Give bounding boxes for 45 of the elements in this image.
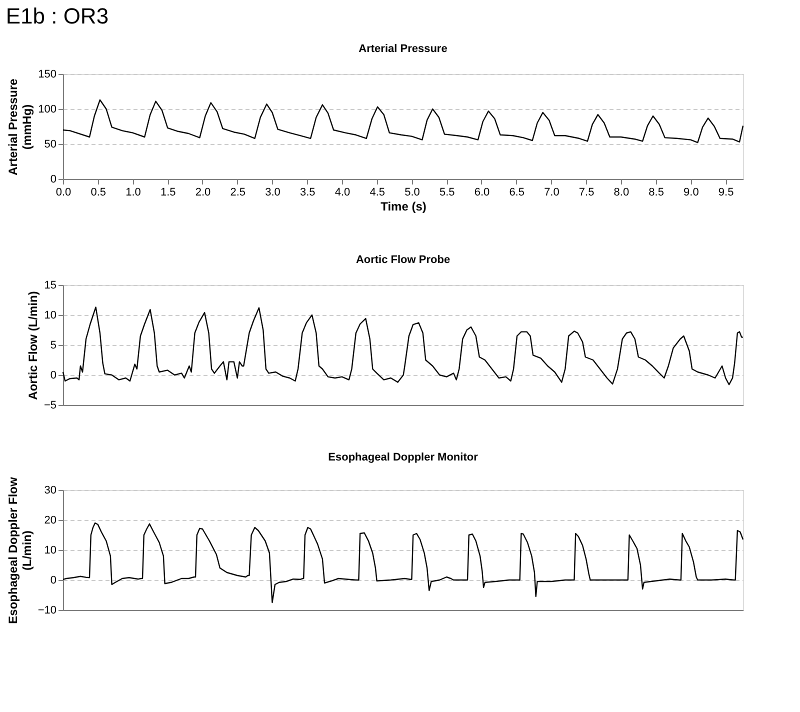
y-tick-label: 100 [38,104,56,116]
y-axis-title: Arterial Pressure (mmHg) [6,78,34,176]
y-tick-label: 150 [38,68,56,80]
x-tick-label: 4.5 [370,186,385,198]
x-tick-label: 9.0 [684,186,699,198]
chart-subtitle: Arterial Pressure [358,43,448,55]
x-tick-label: 4.0 [334,186,350,198]
y-tick-label: 5 [50,340,56,352]
line-series [62,306,744,386]
x-tick-label: 2.0 [195,186,211,198]
y-tick-label: 20 [44,514,56,526]
y-axis-title: Esophageal Doppler Flow (L/min) [6,476,34,624]
y-tick-label: −10 [38,604,56,616]
x-axis-title: Time (s) [380,200,426,214]
chart-title: E1b : OR3 [6,4,109,28]
x-tick-label: 3.0 [265,186,280,198]
y-tick-label: −5 [44,400,56,412]
y-tick-label: 0 [50,370,56,382]
y-axis-title: Aortic Flow (L/min) [26,291,40,400]
x-tick-label: 6.5 [509,186,524,198]
x-tick-label: 2.5 [230,186,246,198]
x-tick-label: 0.5 [90,186,106,198]
x-tick-label: 9.5 [718,186,734,198]
x-tick-label: 1.0 [126,186,141,198]
x-tick-label: 7.5 [578,186,594,198]
x-tick-label: 8.0 [614,186,630,198]
y-tick-label: 0 [50,174,56,186]
y-tick-label: 10 [44,310,56,322]
x-tick-label: 5.5 [439,186,455,198]
chart-title: Aortic Flow Probe [356,254,450,266]
y-tick-label: 30 [44,484,56,496]
y-tick-label: 10 [44,544,56,556]
x-tick-label: 6.0 [474,186,490,198]
y-tick-label: 50 [44,138,56,150]
line-series [62,522,744,604]
x-tick-label: 3.5 [300,186,316,198]
x-tick-label: 8.5 [648,186,664,198]
line-series [62,99,744,144]
x-tick-label: 5.0 [404,186,420,198]
y-tick-label: 0 [50,574,56,586]
x-tick-label: 0.0 [56,186,72,198]
x-tick-label: 1.5 [160,186,176,198]
x-tick-label: 7.0 [544,186,560,198]
chart-title: Esophageal Doppler Monitor [328,452,479,464]
y-tick-label: 15 [44,280,56,292]
